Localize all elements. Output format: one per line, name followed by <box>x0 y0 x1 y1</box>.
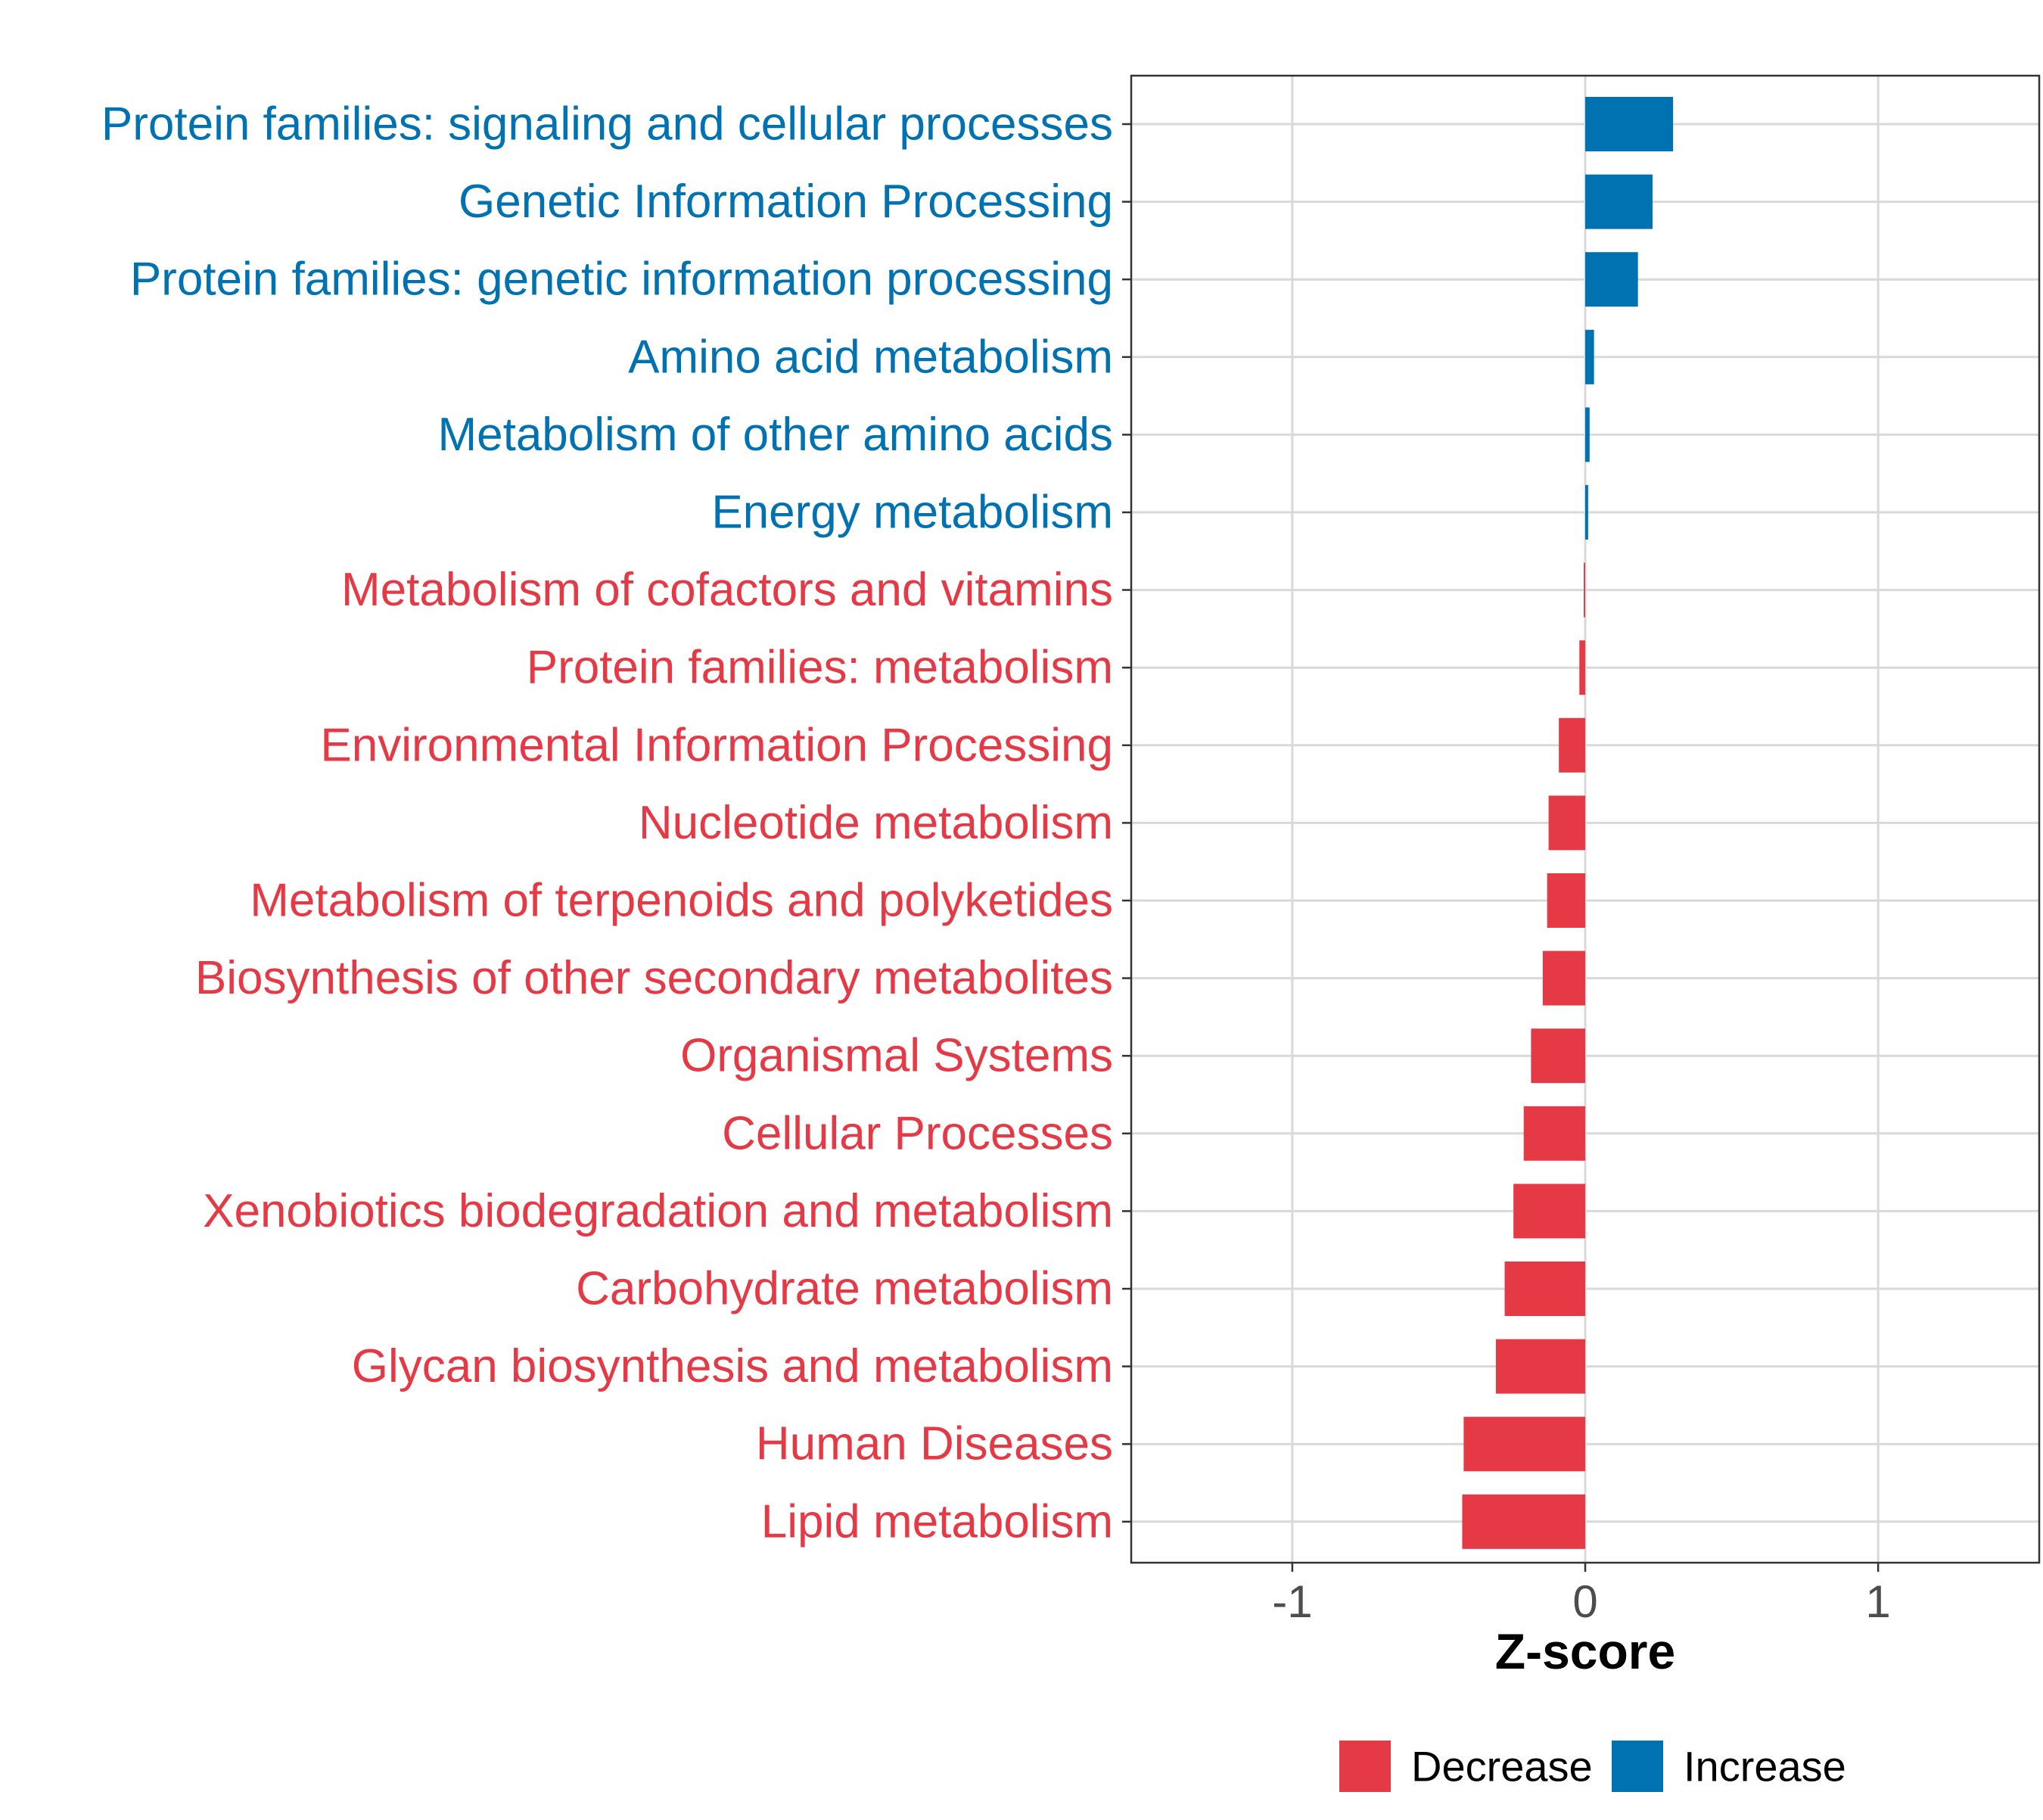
y-tick-label: Lipid metabolism <box>761 1495 1113 1548</box>
bar <box>1523 1106 1585 1161</box>
y-tick-label: Organismal Systems <box>680 1030 1113 1082</box>
bar <box>1531 1028 1585 1084</box>
bar <box>1585 485 1588 540</box>
x-tick-label: 0 <box>1572 1576 1597 1627</box>
bar <box>1463 1417 1585 1472</box>
y-tick-label: Metabolism of terpenoids and polyketides <box>250 875 1113 927</box>
bar <box>1585 174 1653 229</box>
legend-swatch <box>1612 1741 1663 1792</box>
bar <box>1547 873 1585 928</box>
y-tick-label: Genetic Information Processing <box>459 176 1113 228</box>
bar <box>1495 1339 1585 1394</box>
legend: Decrease Increase <box>1339 1741 1846 1792</box>
bar <box>1542 950 1585 1006</box>
bar <box>1548 795 1585 851</box>
bar <box>1585 329 1594 384</box>
x-tick-label: 1 <box>1865 1576 1890 1627</box>
x-tick-label: -1 <box>1272 1576 1312 1627</box>
y-tick-label: Metabolism of other amino acids <box>437 409 1113 461</box>
y-tick-label: Environmental Information Processing <box>320 719 1113 771</box>
bar <box>1513 1184 1585 1239</box>
y-tick-label: Protein families: genetic information pr… <box>130 254 1113 306</box>
bar <box>1585 407 1590 462</box>
legend-label: Increase <box>1684 1743 1846 1790</box>
y-tick-label: Cellular Processes <box>722 1107 1113 1159</box>
bar <box>1585 252 1638 307</box>
x-axis-title: Z-score <box>1495 1623 1675 1679</box>
y-tick-label: Protein families: signaling and cellular… <box>101 98 1113 151</box>
bar <box>1579 640 1585 695</box>
y-tick-label: Protein families: metabolism <box>527 642 1113 694</box>
y-tick-label: Energy metabolism <box>711 487 1113 539</box>
y-tick-label: Metabolism of cofactors and vitamins <box>341 564 1113 616</box>
x-axis: -1 0 1 <box>1272 1563 1891 1627</box>
y-tick-label: Human Diseases <box>756 1418 1113 1470</box>
bar <box>1504 1262 1585 1316</box>
y-tick-label: Nucleotide metabolism <box>639 797 1113 849</box>
bars <box>1462 97 1674 1549</box>
y-tick-label: Xenobiotics biodegradation and metabolis… <box>203 1185 1113 1237</box>
y-axis: Protein families: signaling and cellular… <box>101 98 1131 1548</box>
y-tick-label: Biosynthesis of other secondary metaboli… <box>195 952 1113 1004</box>
y-tick-label: Carbohydrate metabolism <box>576 1263 1113 1315</box>
y-tick-label: Glycan biosynthesis and metabolism <box>352 1340 1113 1392</box>
y-tick-label: Amino acid metabolism <box>628 331 1113 383</box>
bar <box>1462 1494 1585 1549</box>
bar <box>1559 717 1585 773</box>
bar <box>1585 97 1674 151</box>
legend-swatch <box>1339 1741 1391 1792</box>
bar <box>1584 562 1585 618</box>
legend-label: Decrease <box>1411 1743 1593 1790</box>
